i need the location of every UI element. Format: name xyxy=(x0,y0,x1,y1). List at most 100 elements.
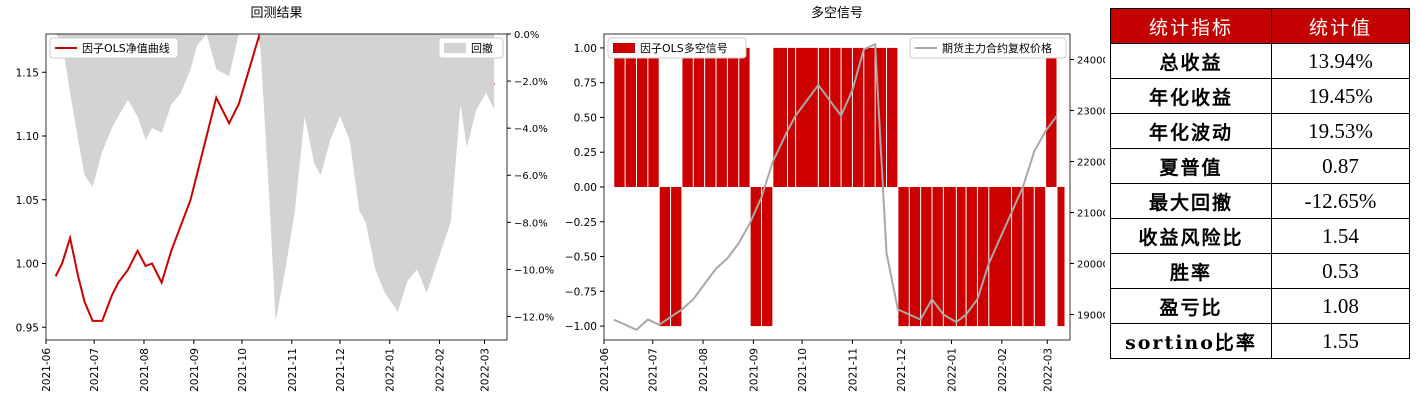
metric-value: 1.54 xyxy=(1271,218,1410,254)
table-row: 年化收益 19.45% xyxy=(1110,78,1410,114)
x-tick-label: 2021-11 xyxy=(287,348,299,392)
signal-bar xyxy=(659,187,671,327)
metric-value: 1.08 xyxy=(1271,288,1410,324)
header-metric: 统计指标 xyxy=(1110,8,1272,44)
backtest-chart: 回测结果 2021-06 2021-07 2021-08 2021-09 2021-10 2… xyxy=(16,6,555,392)
signal-bar xyxy=(796,47,818,188)
y-tick-label-left: −0.25 xyxy=(565,217,597,229)
x-tick-label: 2022-03 xyxy=(1042,348,1054,392)
x-tick-label: 2022-01 xyxy=(385,348,397,392)
signal-bar xyxy=(932,187,943,327)
legend-label: 因子OLS净值曲线 xyxy=(82,41,170,55)
legend-label: 期货主力合约复权价格 xyxy=(942,41,1052,55)
signal-bar xyxy=(887,47,898,188)
metric-value: 13.94% xyxy=(1271,43,1410,79)
signal-bar xyxy=(648,47,659,188)
metric-name: 年化收益 xyxy=(1110,78,1272,114)
signal-bar xyxy=(614,47,625,188)
x-tick-label: 2021-07 xyxy=(89,348,101,392)
legend-box-left xyxy=(607,37,747,59)
metric-value: 0.53 xyxy=(1271,253,1410,289)
table-row: 夏普值 0.87 xyxy=(1110,148,1410,184)
signal-bar xyxy=(830,47,841,188)
signal-bar xyxy=(750,187,761,327)
signal-bar xyxy=(898,187,909,327)
signal-bar xyxy=(671,187,682,327)
x-tick-label: 2021-09 xyxy=(748,348,760,392)
signal-bar xyxy=(727,47,739,188)
signal-bar xyxy=(966,187,977,327)
y-tick-label-right: 19000 xyxy=(1077,311,1105,322)
legend-label: 回撤 xyxy=(471,41,493,55)
drawdown-area xyxy=(55,34,495,322)
signal-bar xyxy=(636,47,648,188)
metric-value: 1.55 xyxy=(1271,323,1410,359)
y-tick-label-left: 0.50 xyxy=(574,112,597,124)
metric-value: 19.45% xyxy=(1271,78,1410,114)
metric-name: 总收益 xyxy=(1110,43,1272,79)
metric-name: 最大回撤 xyxy=(1110,183,1272,219)
metric-value: 0.87 xyxy=(1271,148,1410,184)
metric-name: 年化波动 xyxy=(1110,113,1272,149)
y-tick-label-right: 24000 xyxy=(1077,56,1105,67)
y-tick-label-left: 0.95 xyxy=(16,322,39,334)
signal-bar xyxy=(921,187,932,327)
y-tick-label-right: −8.0% xyxy=(514,218,548,229)
y-tick-label-right: 22000 xyxy=(1077,158,1105,169)
x-tick-label: 2022-02 xyxy=(997,348,1009,392)
metric-name: 夏普值 xyxy=(1110,148,1272,184)
y-tick-label-left: 1.15 xyxy=(16,67,39,79)
x-tick-label: 2021-10 xyxy=(797,348,809,392)
table-row: 收益风险比 1.54 xyxy=(1110,218,1410,254)
signal-bar xyxy=(705,47,716,188)
signal-bar xyxy=(864,47,875,188)
x-tick-label: 2021-09 xyxy=(189,348,201,392)
header-value: 统计值 xyxy=(1271,8,1410,44)
x-tick-label: 2022-03 xyxy=(480,348,492,392)
signal-chart: 多空信号 2021-06 2021-07 2021-08 2021-09 2021-10 2… xyxy=(565,5,1105,392)
signal-bar xyxy=(739,47,750,188)
signal-bar xyxy=(841,47,852,188)
x-tick-label: 2021-06 xyxy=(41,348,53,392)
chart-title: 多空信号 xyxy=(811,5,863,21)
signal-bar xyxy=(682,47,693,188)
signal-bar xyxy=(1057,187,1065,327)
y-tick-label-left: −0.75 xyxy=(565,286,597,298)
signal-bar xyxy=(943,187,956,327)
x-tick-label: 2021-06 xyxy=(599,348,611,392)
y-tick-label-left: 1.05 xyxy=(16,195,39,207)
signal-bar xyxy=(1046,47,1057,188)
plot-frame xyxy=(45,33,508,341)
table-row: 最大回撤 -12.65% xyxy=(1110,183,1410,219)
table-row: 年化波动 19.53% xyxy=(1110,113,1410,149)
x-tick-label: 2021-12 xyxy=(335,348,347,392)
y-tick-label-left: 1.00 xyxy=(16,259,39,271)
signal-bar xyxy=(875,47,887,188)
x-tick-label: 2021-08 xyxy=(698,348,710,392)
x-tick-label: 2021-08 xyxy=(139,348,151,392)
signal-bar xyxy=(761,187,773,327)
signal-bar xyxy=(716,47,727,188)
signal-bar xyxy=(977,187,989,327)
y-tick-label-left: 0.00 xyxy=(574,182,597,194)
signal-bar xyxy=(1023,187,1034,327)
y-tick-label-right: 0.0% xyxy=(514,30,539,41)
table-header-row: 统计指标 统计值 xyxy=(1110,8,1410,44)
legend-swatch xyxy=(613,43,635,53)
x-tick-label: 2021-07 xyxy=(648,348,660,392)
metric-name: 胜率 xyxy=(1110,253,1272,289)
y-tick-label-left: 0.25 xyxy=(574,147,597,159)
y-tick-label-right: −10.0% xyxy=(514,265,554,276)
chart-title: 回测结果 xyxy=(250,6,302,21)
legend-swatch xyxy=(444,43,466,53)
y-tick-label-left: 1.10 xyxy=(16,131,39,143)
x-tick-label: 2021-10 xyxy=(237,348,249,392)
x-tick-label: 2022-02 xyxy=(435,348,447,392)
y-tick-label-right: −2.0% xyxy=(514,77,548,88)
y-tick-label-left: −1.00 xyxy=(565,321,597,333)
signal-bar xyxy=(818,47,830,188)
x-tick-label: 2022-01 xyxy=(946,348,958,392)
signal-bar xyxy=(852,47,864,188)
y-tick-label-left: 0.75 xyxy=(574,78,597,90)
series-line xyxy=(613,42,1058,331)
